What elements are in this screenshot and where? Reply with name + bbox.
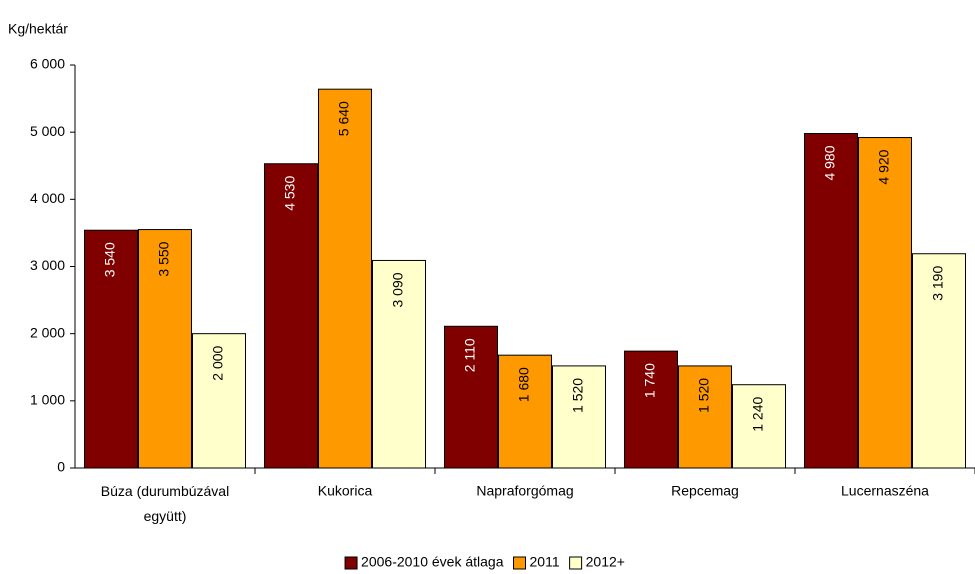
value-label: 3 190 bbox=[930, 266, 946, 301]
value-label: 4 980 bbox=[822, 145, 838, 180]
value-label: 1 740 bbox=[642, 363, 658, 398]
y-tick-label: 4 000 bbox=[30, 190, 65, 206]
legend-swatch bbox=[569, 556, 583, 570]
value-label: 1 240 bbox=[750, 397, 766, 432]
bar bbox=[498, 354, 552, 469]
x-tick-label: Repcemag bbox=[671, 483, 739, 499]
bar bbox=[138, 229, 192, 469]
x-tick-line: Búza (durumbúzával bbox=[101, 483, 229, 499]
value-label: 4 530 bbox=[282, 176, 298, 211]
x-tick-line: együtt) bbox=[144, 508, 187, 524]
value-label: 3 540 bbox=[102, 242, 118, 277]
bar bbox=[732, 384, 786, 469]
value-label: 3 550 bbox=[156, 241, 172, 276]
y-tick-label: 1 000 bbox=[30, 392, 65, 408]
value-label: 1 520 bbox=[570, 378, 586, 413]
value-label: 2 110 bbox=[462, 338, 478, 372]
x-tick-label: Lucernaszéna bbox=[841, 483, 929, 499]
value-label: 1 680 bbox=[516, 367, 532, 402]
bar bbox=[858, 137, 912, 469]
legend-label: 2011 bbox=[530, 554, 560, 570]
x-tick-label: Napraforgómag bbox=[476, 483, 573, 499]
y-tick-label: 3 000 bbox=[30, 257, 65, 273]
bar bbox=[552, 365, 606, 469]
value-label: 1 520 bbox=[696, 378, 712, 413]
bar bbox=[912, 253, 966, 469]
bar bbox=[84, 229, 138, 469]
value-label: 5 640 bbox=[336, 101, 352, 136]
x-tick-label: Kukorica bbox=[318, 483, 373, 499]
bar bbox=[192, 333, 246, 469]
x-tick-label: Búza (durumbúzával együtt) bbox=[101, 483, 229, 524]
legend: 2006-2010 évek átlaga 2011 2012+ bbox=[344, 554, 625, 570]
bar bbox=[804, 133, 858, 469]
bar bbox=[318, 88, 372, 469]
value-label: 2 000 bbox=[210, 345, 226, 380]
value-label: 4 920 bbox=[876, 149, 892, 184]
bar bbox=[624, 350, 678, 469]
bar bbox=[444, 325, 498, 469]
bar bbox=[264, 163, 318, 469]
y-tick-label: 2 000 bbox=[30, 324, 65, 340]
legend-label: 2006-2010 évek átlaga bbox=[361, 554, 504, 570]
legend-swatch bbox=[344, 556, 358, 570]
y-tick-label: 6 000 bbox=[30, 56, 65, 72]
legend-swatch bbox=[513, 556, 527, 570]
bar bbox=[372, 259, 426, 469]
y-axis-label: Kg/hektár bbox=[8, 21, 68, 37]
bar bbox=[678, 365, 732, 469]
legend-label: 2012+ bbox=[586, 554, 625, 570]
y-tick-label: 5 000 bbox=[30, 123, 65, 139]
value-label: 3 090 bbox=[390, 272, 406, 307]
y-tick-label: 0 bbox=[57, 459, 65, 475]
